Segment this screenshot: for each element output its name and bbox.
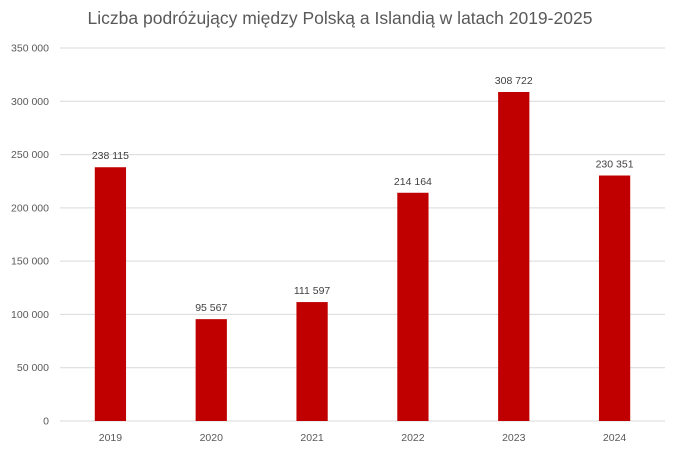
bar [195, 319, 227, 421]
y-tick-label: 300 000 [11, 96, 49, 108]
data-label: 230 351 [596, 159, 634, 171]
x-tick-label: 2019 [99, 432, 123, 444]
data-label: 214 164 [394, 176, 432, 188]
x-tick-label: 2023 [502, 432, 526, 444]
y-tick-label: 0 [43, 416, 49, 428]
y-tick-label: 200 000 [11, 202, 49, 214]
data-label: 95 567 [195, 302, 227, 314]
data-label: 238 115 [92, 150, 129, 162]
data-label: 111 597 [294, 285, 331, 297]
chart-title: Liczba podróżujący między Polską a Islan… [87, 8, 593, 28]
bar [598, 175, 631, 421]
x-tick-label: 2022 [401, 432, 425, 444]
x-tick-label: 2020 [200, 432, 224, 444]
x-tick-label: 2021 [300, 432, 324, 444]
x-tick-label: 2024 [603, 432, 627, 444]
y-tick-label: 250 000 [11, 149, 49, 161]
bar [498, 91, 530, 422]
y-tick-label: 350 000 [11, 43, 49, 55]
data-label: 308 722 [495, 75, 533, 87]
y-tick-label: 150 000 [11, 256, 49, 268]
y-tick-label: 100 000 [11, 309, 49, 321]
bar [296, 302, 328, 421]
bar [397, 192, 429, 421]
y-tick-label: 50 000 [17, 362, 49, 374]
bar [94, 167, 127, 421]
